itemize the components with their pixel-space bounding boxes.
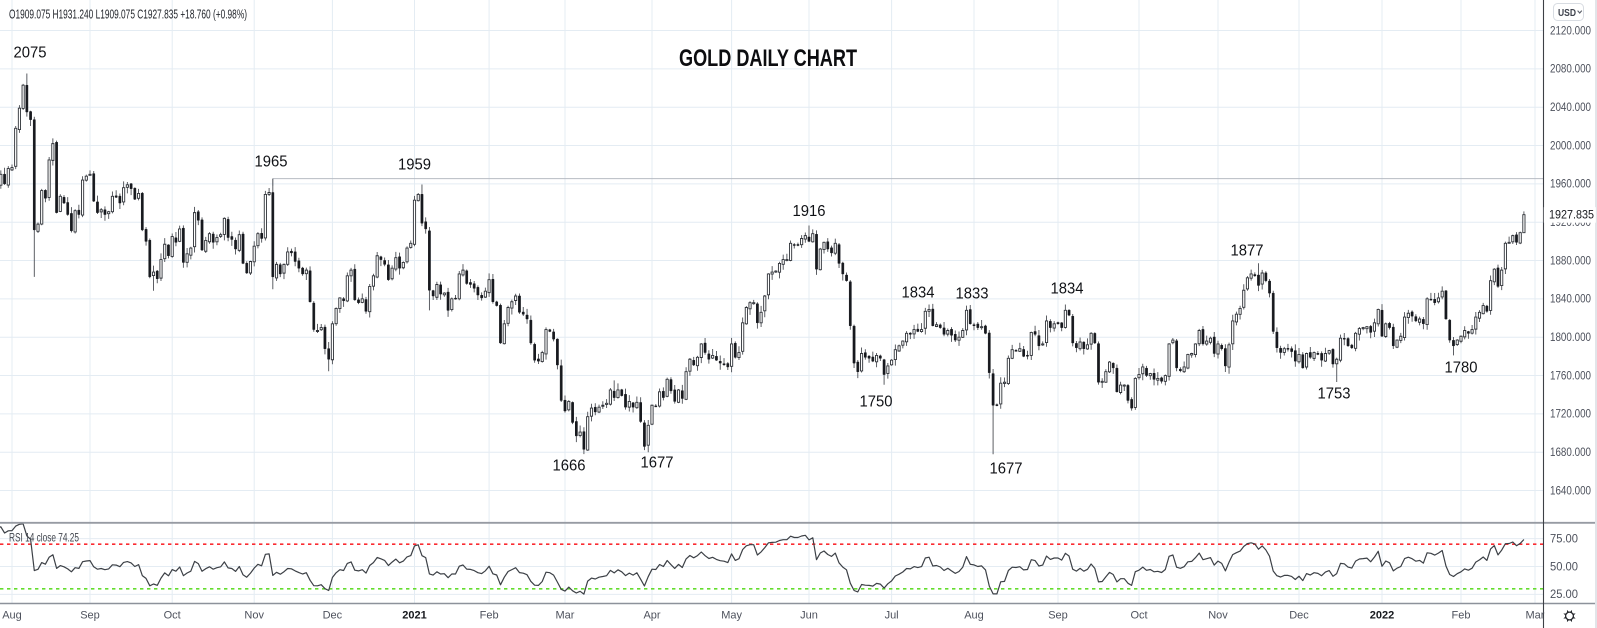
svg-text:Feb: Feb [1452, 610, 1471, 622]
svg-text:1834: 1834 [902, 285, 935, 302]
svg-text:1916: 1916 [793, 203, 826, 220]
svg-text:May: May [721, 610, 742, 622]
svg-text:2080.000: 2080.000 [1550, 64, 1591, 76]
svg-text:Aug: Aug [2, 610, 22, 622]
svg-text:1959: 1959 [398, 157, 431, 174]
svg-text:Oct: Oct [1130, 610, 1147, 622]
svg-text:1965: 1965 [255, 154, 288, 171]
svg-text:O1909.075 H1931.240 L1909.075: O1909.075 H1931.240 L1909.075 C1927.835 … [9, 8, 247, 22]
svg-text:GOLD DAILY CHART: GOLD DAILY CHART [679, 45, 857, 72]
svg-text:1780: 1780 [1445, 360, 1478, 377]
svg-text:1677: 1677 [641, 455, 674, 472]
svg-text:Dec: Dec [323, 610, 343, 622]
svg-text:1834: 1834 [1051, 281, 1084, 298]
svg-text:Feb: Feb [480, 610, 499, 622]
svg-text:50.00: 50.00 [1550, 561, 1578, 573]
svg-text:Sep: Sep [80, 610, 100, 622]
svg-text:1960.000: 1960.000 [1550, 179, 1591, 191]
svg-text:2120.000: 2120.000 [1550, 25, 1591, 37]
svg-text:Apr: Apr [643, 610, 660, 622]
svg-text:Mar: Mar [1526, 610, 1545, 622]
svg-text:1833: 1833 [956, 286, 989, 303]
svg-text:2000.000: 2000.000 [1550, 140, 1591, 152]
svg-text:1750: 1750 [860, 394, 893, 411]
svg-text:Dec: Dec [1289, 610, 1309, 622]
svg-text:1677: 1677 [990, 461, 1023, 478]
svg-text:2075: 2075 [14, 45, 47, 62]
svg-text:1720.000: 1720.000 [1550, 409, 1591, 421]
svg-text:1800.000: 1800.000 [1550, 332, 1591, 344]
svg-text:Jun: Jun [800, 610, 818, 622]
svg-text:1877: 1877 [1231, 243, 1264, 260]
svg-text:Aug: Aug [964, 610, 984, 622]
svg-text:1760.000: 1760.000 [1550, 370, 1591, 382]
svg-text:USD: USD [1558, 7, 1576, 19]
svg-text:1680.000: 1680.000 [1550, 447, 1591, 459]
svg-text:1840.000: 1840.000 [1550, 294, 1591, 306]
svg-text:1927.835: 1927.835 [1549, 210, 1594, 222]
svg-text:Sep: Sep [1048, 610, 1068, 622]
svg-text:2021: 2021 [402, 610, 426, 622]
svg-text:25.00: 25.00 [1550, 589, 1578, 601]
svg-text:Nov: Nov [244, 610, 264, 622]
svg-text:Mar: Mar [556, 610, 575, 622]
svg-text:1753: 1753 [1318, 386, 1351, 403]
svg-text:1640.000: 1640.000 [1550, 485, 1591, 497]
svg-text:1666: 1666 [553, 458, 586, 475]
svg-text:1880.000: 1880.000 [1550, 255, 1591, 267]
svg-text:2040.000: 2040.000 [1550, 102, 1591, 114]
svg-text:RSI 14 close 74.25: RSI 14 close 74.25 [9, 531, 79, 545]
svg-text:Nov: Nov [1208, 610, 1228, 622]
svg-text:Oct: Oct [164, 610, 181, 622]
svg-text:Jul: Jul [885, 610, 899, 622]
svg-text:75.00: 75.00 [1550, 533, 1578, 545]
svg-text:2022: 2022 [1370, 610, 1394, 622]
